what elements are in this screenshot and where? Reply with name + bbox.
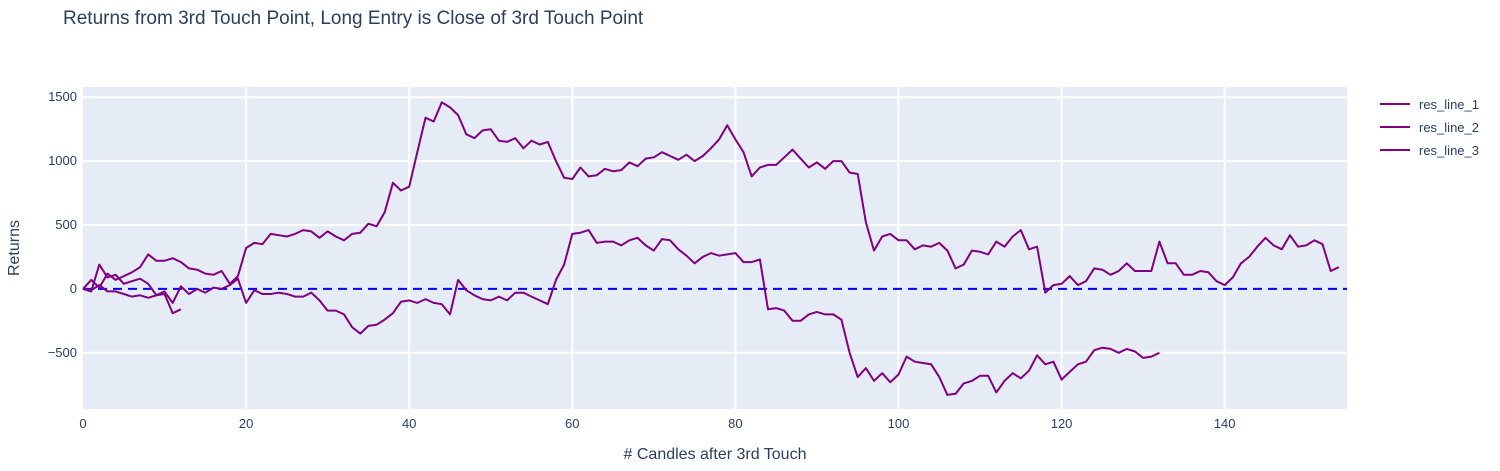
plot-area	[83, 87, 1347, 409]
y-tick-label: 0	[70, 281, 77, 296]
x-tick-label: 120	[1051, 416, 1073, 431]
y-axis-title: Returns	[6, 220, 23, 276]
x-tick-label: 0	[79, 416, 86, 431]
x-tick-label: 140	[1214, 416, 1236, 431]
y-tick-label: 500	[55, 217, 77, 232]
legend-label-res_line_2[interactable]: res_line_2	[1419, 120, 1479, 135]
series-line-res_line_2	[82, 229, 1160, 396]
legend-label-res_line_1[interactable]: res_line_1	[1419, 97, 1479, 112]
x-axis-title: # Candles after 3rd Touch	[624, 446, 807, 463]
x-tick-label: 80	[728, 416, 742, 431]
y-tick-label: −500	[48, 345, 77, 360]
series-lines	[82, 101, 1340, 396]
x-tick-label: 60	[565, 416, 579, 431]
tick-labels: 0 20 40 60 80 100 120 140 −500 0 500 1000 1500	[48, 89, 1236, 431]
x-tick-label: 20	[239, 416, 253, 431]
legend: res_line_1 res_line_2 res_line_3	[1380, 97, 1479, 158]
x-tick-label: 100	[888, 416, 910, 431]
series-line-res_line_3	[82, 284, 182, 315]
chart-title: Returns from 3rd Touch Point, Long Entry…	[63, 8, 644, 29]
x-tick-label: 40	[402, 416, 416, 431]
series-line-res_line_1	[82, 101, 1340, 294]
y-tick-label: 1500	[48, 89, 77, 104]
legend-label-res_line_3[interactable]: res_line_3	[1419, 143, 1479, 158]
y-tick-label: 1000	[48, 153, 77, 168]
